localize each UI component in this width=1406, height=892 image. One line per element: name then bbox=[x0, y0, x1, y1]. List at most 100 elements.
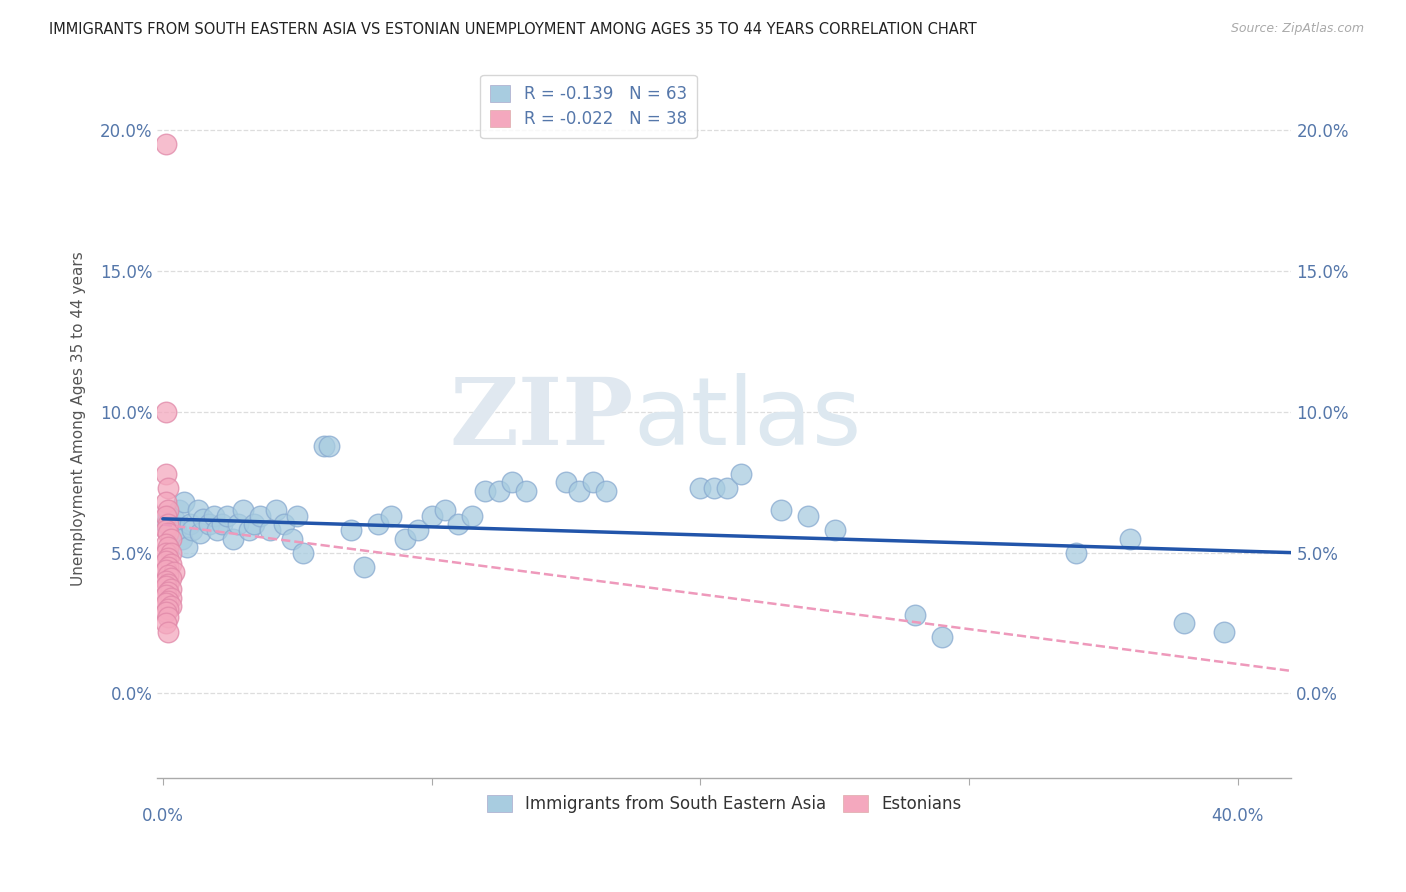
Point bbox=[160, 591, 183, 605]
Point bbox=[555, 475, 578, 490]
Point bbox=[730, 467, 752, 481]
Point bbox=[157, 593, 180, 607]
Y-axis label: Unemployment Among Ages 35 to 44 years: Unemployment Among Ages 35 to 44 years bbox=[72, 252, 86, 586]
Point bbox=[155, 495, 177, 509]
Point bbox=[155, 554, 177, 568]
Point bbox=[157, 517, 180, 532]
Point bbox=[367, 517, 389, 532]
Point bbox=[155, 588, 177, 602]
Point bbox=[314, 439, 336, 453]
Point bbox=[157, 508, 180, 523]
Point bbox=[380, 508, 402, 523]
Point bbox=[157, 503, 180, 517]
Point bbox=[595, 483, 617, 498]
Point bbox=[291, 546, 314, 560]
Point bbox=[904, 607, 927, 622]
Text: 40.0%: 40.0% bbox=[1212, 806, 1264, 825]
Point bbox=[202, 508, 225, 523]
Point bbox=[1119, 532, 1142, 546]
Point bbox=[318, 439, 340, 453]
Point bbox=[420, 508, 443, 523]
Point bbox=[501, 475, 523, 490]
Point bbox=[1173, 615, 1195, 630]
Point bbox=[155, 596, 177, 610]
Point bbox=[160, 532, 183, 546]
Point bbox=[160, 557, 183, 571]
Point bbox=[160, 599, 183, 614]
Point bbox=[197, 517, 219, 532]
Point bbox=[157, 624, 180, 639]
Point bbox=[155, 562, 177, 576]
Point bbox=[447, 517, 470, 532]
Point bbox=[582, 475, 605, 490]
Point bbox=[155, 537, 177, 551]
Point bbox=[769, 503, 792, 517]
Point bbox=[181, 523, 204, 537]
Point bbox=[160, 582, 183, 597]
Point bbox=[824, 523, 846, 537]
Point bbox=[167, 503, 190, 517]
Point bbox=[515, 483, 537, 498]
Point bbox=[259, 523, 281, 537]
Point bbox=[238, 523, 260, 537]
Point bbox=[173, 495, 195, 509]
Point bbox=[568, 483, 591, 498]
Point bbox=[162, 566, 184, 580]
Point bbox=[157, 481, 180, 495]
Point bbox=[205, 523, 228, 537]
Point bbox=[474, 483, 496, 498]
Point bbox=[176, 540, 198, 554]
Point bbox=[406, 523, 429, 537]
Point bbox=[211, 517, 233, 532]
Point bbox=[249, 508, 271, 523]
Point bbox=[232, 503, 254, 517]
Point bbox=[190, 525, 212, 540]
Point bbox=[160, 571, 183, 585]
Point bbox=[155, 579, 177, 593]
Point bbox=[434, 503, 457, 517]
Point bbox=[157, 540, 180, 554]
Point bbox=[160, 546, 183, 560]
Point bbox=[226, 517, 249, 532]
Point bbox=[179, 517, 201, 532]
Point bbox=[931, 630, 953, 644]
Point bbox=[157, 602, 180, 616]
Point bbox=[157, 551, 180, 566]
Point bbox=[281, 532, 304, 546]
Point bbox=[797, 508, 820, 523]
Point bbox=[155, 467, 177, 481]
Text: ZIP: ZIP bbox=[450, 374, 634, 464]
Point bbox=[155, 546, 177, 560]
Point bbox=[461, 508, 484, 523]
Point bbox=[273, 517, 295, 532]
Point bbox=[157, 585, 180, 599]
Point bbox=[155, 523, 177, 537]
Point bbox=[155, 517, 177, 532]
Text: Source: ZipAtlas.com: Source: ZipAtlas.com bbox=[1230, 22, 1364, 36]
Point bbox=[243, 517, 266, 532]
Point bbox=[1066, 546, 1088, 560]
Legend: Immigrants from South Eastern Asia, Estonians: Immigrants from South Eastern Asia, Esto… bbox=[481, 789, 969, 820]
Point bbox=[155, 137, 177, 152]
Point bbox=[353, 559, 375, 574]
Text: 0.0%: 0.0% bbox=[142, 806, 184, 825]
Point bbox=[155, 615, 177, 630]
Point bbox=[157, 525, 180, 540]
Point bbox=[703, 481, 725, 495]
Point bbox=[264, 503, 287, 517]
Point bbox=[193, 512, 215, 526]
Point bbox=[155, 605, 177, 619]
Point bbox=[162, 512, 184, 526]
Point bbox=[716, 481, 738, 495]
Point bbox=[394, 532, 416, 546]
Point bbox=[157, 610, 180, 624]
Point bbox=[689, 481, 711, 495]
Point bbox=[340, 523, 363, 537]
Text: IMMIGRANTS FROM SOUTH EASTERN ASIA VS ESTONIAN UNEMPLOYMENT AMONG AGES 35 TO 44 : IMMIGRANTS FROM SOUTH EASTERN ASIA VS ES… bbox=[49, 22, 977, 37]
Point bbox=[217, 508, 239, 523]
Point bbox=[157, 568, 180, 582]
Point bbox=[170, 532, 193, 546]
Point bbox=[155, 405, 177, 419]
Point bbox=[488, 483, 510, 498]
Text: atlas: atlas bbox=[634, 373, 862, 465]
